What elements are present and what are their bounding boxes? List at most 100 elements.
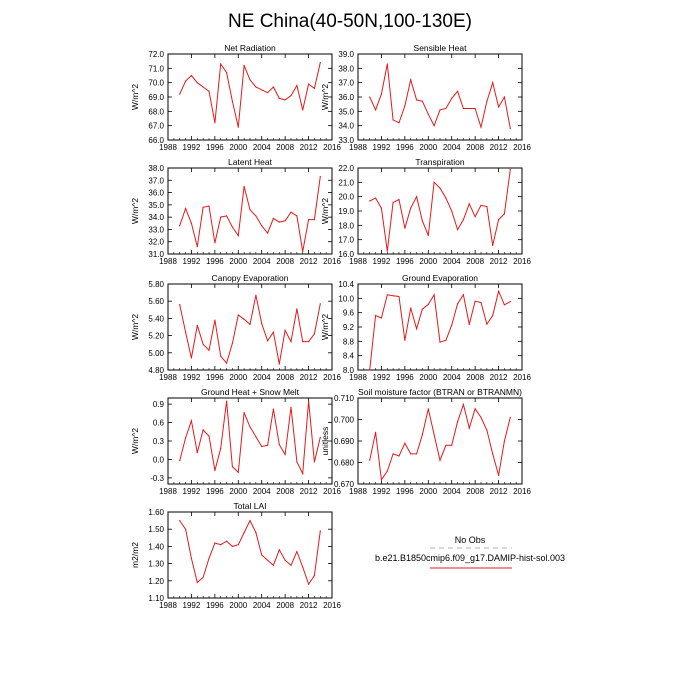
data-point (249, 426, 251, 428)
data-point (468, 323, 470, 326)
data-point (226, 400, 228, 402)
x-tick-label: 2000 (229, 601, 247, 610)
data-point (421, 100, 423, 102)
data-point (404, 442, 406, 444)
data-point (445, 197, 447, 199)
data-point (462, 219, 464, 221)
plot-frame (167, 167, 333, 255)
data-point (267, 559, 269, 561)
x-tick-label: 2004 (253, 373, 271, 382)
data-point (313, 219, 315, 221)
data-point (462, 403, 464, 406)
data-point (416, 328, 418, 330)
data-point (404, 339, 406, 341)
x-tick-label: 1996 (206, 601, 224, 610)
y-tick-label: 0.6 (153, 419, 165, 428)
panel-ground-heat-snow-melt: Ground Heat + Snow Melt 1988 1992 1996 2000 2… (130, 387, 341, 496)
data-point (386, 63, 388, 65)
x-tick-label: 2008 (276, 487, 294, 496)
data-point (486, 323, 488, 325)
x-tick-label: 2016 (323, 487, 341, 496)
data-point (421, 434, 423, 436)
y-tick-label: 66.0 (148, 136, 164, 145)
data-point (386, 294, 388, 296)
data-point (231, 100, 233, 102)
data-point (509, 168, 511, 170)
x-tick-label: 2016 (323, 373, 341, 382)
x-tick-label: 2004 (443, 143, 461, 152)
y-tick-label: 33.0 (148, 225, 164, 234)
data-point (249, 209, 251, 211)
data-point (398, 455, 400, 457)
data-point (308, 83, 310, 85)
data-point (196, 324, 198, 326)
data-point (179, 93, 181, 95)
data-point (214, 542, 216, 544)
y-tick-label: 37.0 (148, 176, 164, 185)
x-tick-label: 2004 (253, 487, 271, 496)
data-point (202, 429, 204, 431)
y-axis-label: W/m^2 (130, 314, 140, 340)
x-tick-label: 1988 (349, 257, 367, 266)
data-point (237, 126, 239, 128)
data-point (185, 331, 187, 333)
data-point (290, 95, 292, 97)
y-tick-label: 4.80 (148, 366, 164, 375)
chart-panels: Net Radiation 1988 1992 1996 2000 2004 2008 201… (130, 43, 531, 610)
data-point (308, 583, 310, 585)
data-point (290, 406, 292, 408)
data-point (214, 242, 216, 244)
panel-transpiration: Transpiration 1988 1992 1996 2000 2004 2008 201… (320, 157, 531, 266)
series-line (369, 402, 511, 482)
y-tick-label: 72.0 (148, 50, 164, 59)
x-tick-label: 2004 (253, 257, 271, 266)
data-point (261, 445, 263, 448)
panel-title: Net Radiation (224, 43, 276, 53)
legend-model-label: b.e21.B1850cmip6.f09_g17.DAMIP-hist-sol.… (375, 553, 565, 563)
data-point (308, 341, 310, 343)
x-tick-label: 2004 (443, 487, 461, 496)
data-point (410, 307, 412, 309)
y-tick-label: 38.0 (338, 64, 354, 73)
data-point (503, 213, 505, 215)
data-point (398, 198, 400, 201)
y-tick-label: 19.0 (338, 207, 354, 216)
x-tick-label: 1992 (183, 373, 201, 382)
data-point (433, 181, 435, 183)
y-tick-label: 31.0 (148, 250, 164, 259)
data-point (179, 460, 181, 462)
data-point (380, 317, 382, 319)
data-point (457, 303, 459, 305)
y-axis-label: W/m^2 (130, 84, 140, 110)
y-tick-label: -0.3 (150, 474, 164, 483)
data-point (375, 314, 377, 317)
data-point (296, 84, 298, 87)
data-point (267, 232, 269, 234)
data-point (296, 551, 298, 553)
data-point (410, 79, 412, 81)
data-point (308, 400, 310, 402)
data-point (231, 226, 233, 228)
y-tick-label: 5.60 (148, 297, 164, 306)
x-tick-label: 2004 (253, 143, 271, 152)
data-point (267, 92, 269, 94)
data-point (261, 225, 263, 227)
data-point (427, 234, 429, 236)
x-tick-label: 2008 (276, 143, 294, 152)
x-tick-label: 1992 (183, 601, 201, 610)
data-point (433, 125, 435, 127)
data-point (284, 559, 286, 561)
data-point (296, 461, 298, 463)
data-point (468, 203, 470, 205)
data-point (226, 72, 228, 74)
y-tick-label: 20.0 (338, 193, 354, 202)
data-point (503, 304, 505, 306)
y-tick-label: 10.4 (338, 280, 354, 289)
y-tick-label: 68.0 (148, 107, 164, 116)
data-point (249, 323, 251, 325)
data-point (255, 215, 257, 217)
panel-title: Sensible Heat (414, 43, 468, 53)
data-point (416, 196, 418, 198)
data-point (202, 206, 204, 208)
